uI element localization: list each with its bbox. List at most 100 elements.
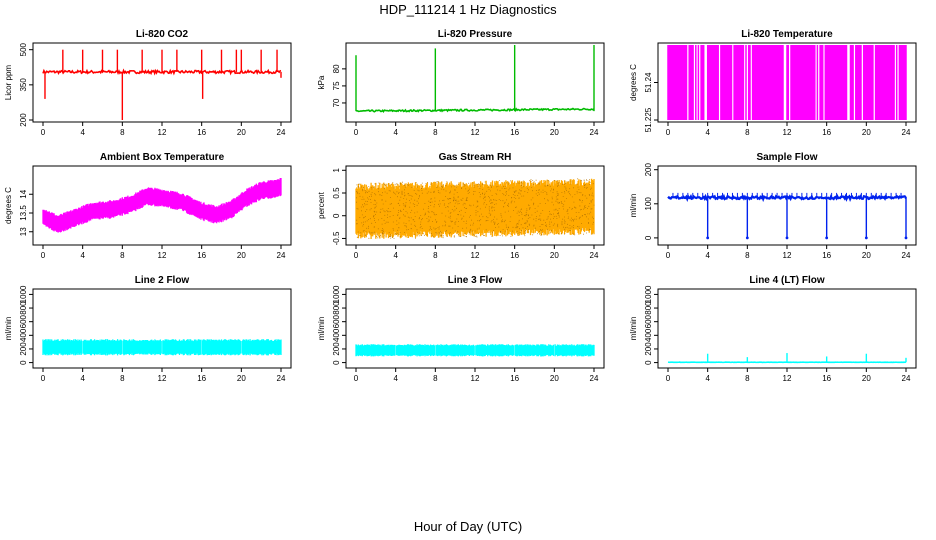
- x-tick-label: 4: [393, 374, 398, 383]
- y-tick-label: 0: [19, 360, 28, 365]
- x-tick-label: 16: [822, 251, 831, 260]
- chart-panel-line4-flow: Line 4 (LT) Flow ml/min 0 4 8 12 16 20 24 0 200400…: [629, 275, 917, 383]
- y-tick-label: 0: [332, 360, 341, 365]
- dip-point: [904, 236, 908, 240]
- y-axis-label: percent: [317, 191, 326, 218]
- y-tick-label: 0: [332, 213, 341, 218]
- data-layer: [355, 178, 595, 239]
- data-layer: [667, 45, 907, 120]
- x-tick-label: 12: [158, 128, 167, 137]
- chart-title: Li-820 Pressure: [438, 29, 513, 40]
- chart-panel-ambient-temp: Ambient Box Temperature degrees C 0 4 8 12 16 2…: [4, 152, 292, 260]
- y-axis-label: ml/min: [629, 194, 638, 218]
- series-band: [42, 339, 282, 356]
- y-tick-label: 51.225: [644, 107, 653, 132]
- x-tick-label: 0: [666, 374, 671, 383]
- plot-frame: [32, 288, 292, 369]
- figure-x-axis-label: Hour of Day (UTC): [413, 519, 523, 534]
- y-axis-label: ml/min: [4, 317, 13, 341]
- x-tick-label: 16: [510, 374, 519, 383]
- dip-point: [745, 236, 749, 240]
- chart-title: Line 4 (LT) Flow: [749, 275, 825, 286]
- x-tick-label: 12: [471, 374, 480, 383]
- y-tick-label: 70: [332, 98, 341, 107]
- x-tick-label: 12: [158, 251, 167, 260]
- dip-point: [785, 236, 789, 240]
- y-axis-label: kPa: [317, 75, 326, 89]
- x-tick-label: 8: [745, 251, 750, 260]
- y-tick-label: 80: [332, 64, 341, 73]
- data-layer: [42, 49, 282, 120]
- data-layer: [42, 339, 282, 356]
- x-tick-label: 20: [237, 128, 246, 137]
- y-tick-label: 13.5: [19, 205, 28, 221]
- y-tick-label: 1000: [19, 285, 28, 303]
- dip-point: [706, 236, 710, 240]
- y-tick-label: 400: [19, 328, 28, 342]
- y-axis-label: Licor ppm: [4, 65, 13, 100]
- x-tick-label: 16: [822, 128, 831, 137]
- y-tick-label: 200: [332, 342, 341, 356]
- y-tick-label: 350: [19, 78, 28, 92]
- chart-panel-line3-flow: Line 3 Flow ml/min 0 4 8 12 16 20 24 0 20040060080…: [317, 275, 605, 383]
- x-tick-label: 8: [745, 374, 750, 383]
- y-tick-label: 13: [19, 227, 28, 236]
- y-tick-label: 14: [19, 189, 28, 198]
- figure-title: HDP_111214 1 Hz Diagnostics: [379, 2, 557, 17]
- y-axis-label: ml/min: [629, 317, 638, 341]
- x-tick-label: 4: [80, 128, 85, 137]
- data-layer: [355, 45, 595, 113]
- y-tick-label: 100: [644, 197, 653, 211]
- chart-title: Li-820 CO2: [136, 29, 189, 40]
- x-tick-label: 0: [354, 128, 359, 137]
- chart-panel-line2-flow: Line 2 Flow ml/min 0 4 8 12 16 20 24 0 20040060080…: [4, 275, 292, 383]
- x-tick-label: 20: [862, 251, 871, 260]
- y-tick-label: 400: [332, 328, 341, 342]
- series-band: [355, 178, 595, 239]
- x-tick-label: 0: [41, 251, 46, 260]
- chart-title: Sample Flow: [756, 152, 817, 163]
- x-tick-label: 20: [862, 128, 871, 137]
- x-tick-label: 16: [197, 128, 206, 137]
- chart-panel-sample-flow: Sample Flow ml/min 0 4 8 12 16 20 24 0 100 200: [629, 152, 917, 260]
- x-tick-label: 0: [354, 251, 359, 260]
- y-axis-label: degrees C: [4, 187, 13, 224]
- y-axis-label: ml/min: [317, 317, 326, 341]
- x-tick-label: 20: [237, 251, 246, 260]
- x-tick-label: 12: [471, 128, 480, 137]
- x-tick-label: 4: [393, 251, 398, 260]
- data-layer: [42, 178, 282, 233]
- y-tick-label: 600: [644, 314, 653, 328]
- x-tick-label: 8: [433, 374, 438, 383]
- x-tick-label: 16: [197, 251, 206, 260]
- x-tick-label: 0: [666, 128, 671, 137]
- chart-panel-pressure: Li-820 Pressure kPa 0 4 8 12 16 20 24 70 75 80: [317, 29, 605, 137]
- x-tick-label: 24: [902, 128, 911, 137]
- series-stripes: [667, 45, 907, 120]
- y-tick-label: 200: [644, 342, 653, 356]
- y-tick-label: 0: [644, 360, 653, 365]
- chart-title: Li-820 Temperature: [741, 29, 833, 40]
- data-layer: [667, 192, 908, 240]
- x-tick-label: 20: [550, 374, 559, 383]
- dip-point: [864, 236, 868, 240]
- x-tick-label: 12: [158, 374, 167, 383]
- series-points: [356, 178, 595, 239]
- chart-title: Line 3 Flow: [448, 275, 503, 286]
- dip-point: [825, 236, 829, 240]
- chart-panel-licor-temp: Li-820 Temperature degrees C 0 4 8 12 16 20 24 51…: [629, 29, 917, 137]
- y-tick-label: 600: [19, 314, 28, 328]
- chart-title: Gas Stream RH: [439, 152, 512, 163]
- x-tick-label: 24: [902, 251, 911, 260]
- y-tick-label: 600: [332, 314, 341, 328]
- x-tick-label: 4: [80, 251, 85, 260]
- y-tick-label: 1: [332, 167, 341, 172]
- y-tick-label: 1000: [644, 285, 653, 303]
- y-axis-label: degrees C: [629, 64, 638, 101]
- x-tick-label: 20: [237, 374, 246, 383]
- y-tick-label: 800: [19, 301, 28, 315]
- x-tick-label: 24: [590, 374, 599, 383]
- x-tick-label: 12: [783, 251, 792, 260]
- y-tick-label: -0.5: [332, 231, 341, 245]
